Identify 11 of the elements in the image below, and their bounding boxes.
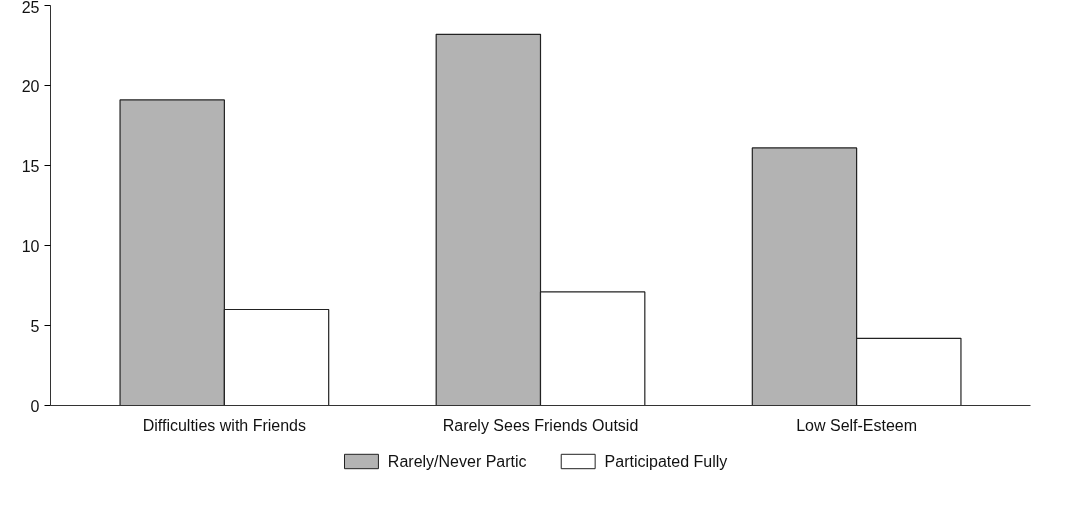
y-tick-label: 20: [21, 77, 40, 95]
y-tick-label: 15: [21, 157, 40, 175]
x-tick-label: Low Self-Esteem: [796, 416, 918, 434]
legend-label: Rarely/Never Partic: [387, 453, 527, 470]
y-tick-label: 0: [30, 397, 40, 415]
x-tick-label: Rarely Sees Friends Outsid: [442, 416, 639, 434]
y-tick-label: 25: [21, 0, 40, 16]
legend-label: Participated Fully: [604, 453, 728, 470]
y-tick-label: 5: [30, 317, 40, 335]
x-tick-label: Difficulties with Friends: [142, 416, 307, 434]
y-tick-label: 10: [21, 237, 40, 255]
